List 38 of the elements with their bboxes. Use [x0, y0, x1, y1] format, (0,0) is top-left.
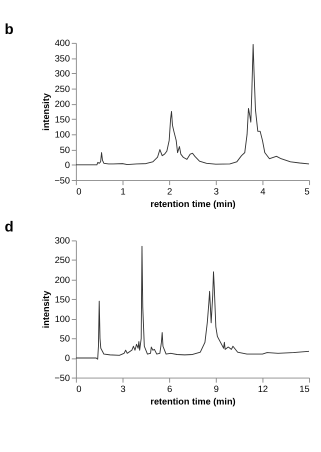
y-tick-label: 350: [54, 53, 70, 64]
x-tick-label: 6: [167, 384, 172, 394]
x-tick-label: 15: [299, 384, 310, 394]
x-tick-label: 0: [76, 186, 82, 196]
x-tick-label: 1: [120, 186, 126, 196]
x-axis-title: retention time (min): [150, 199, 236, 210]
y-tick-label: 100: [54, 314, 70, 324]
y-tick-label: −50: [54, 175, 70, 186]
x-tick-label: 3: [120, 384, 126, 394]
y-tick-label: 100: [54, 130, 70, 140]
y-tick-label: 400: [54, 38, 70, 48]
x-axis-title: retention time (min): [150, 396, 236, 407]
y-tick-label: 200: [54, 99, 70, 110]
x-tick-label: 5: [304, 186, 310, 196]
x-tick-label: 3: [214, 186, 219, 196]
x-tick-label: 0: [76, 384, 82, 394]
y-tick-label: 0: [64, 353, 70, 364]
y-tick-label: 250: [54, 84, 70, 94]
y-axis-title: intensity: [40, 92, 51, 131]
y-tick-label: 0: [64, 160, 70, 170]
line-series: [76, 44, 310, 166]
x-tick-label: 4: [260, 186, 266, 196]
y-axis-title: intensity: [40, 290, 51, 328]
x-tick-label: 9: [214, 384, 219, 394]
line-series: [76, 246, 310, 360]
y-tick-label: 300: [54, 68, 70, 79]
y-tick-label: 50: [60, 334, 70, 344]
chart-title: b: [4, 22, 14, 38]
y-tick-label: 200: [54, 274, 70, 285]
y-tick-label: 300: [54, 236, 70, 246]
y-tick-label: 250: [54, 255, 70, 266]
chart-title: d: [4, 219, 14, 236]
x-tick-label: 2: [167, 186, 172, 196]
y-tick-label: −50: [54, 372, 70, 383]
x-tick-label: 12: [258, 384, 268, 394]
y-tick-label: 150: [54, 294, 70, 304]
y-tick-label: 50: [60, 144, 70, 155]
y-tick-label: 150: [54, 114, 70, 124]
